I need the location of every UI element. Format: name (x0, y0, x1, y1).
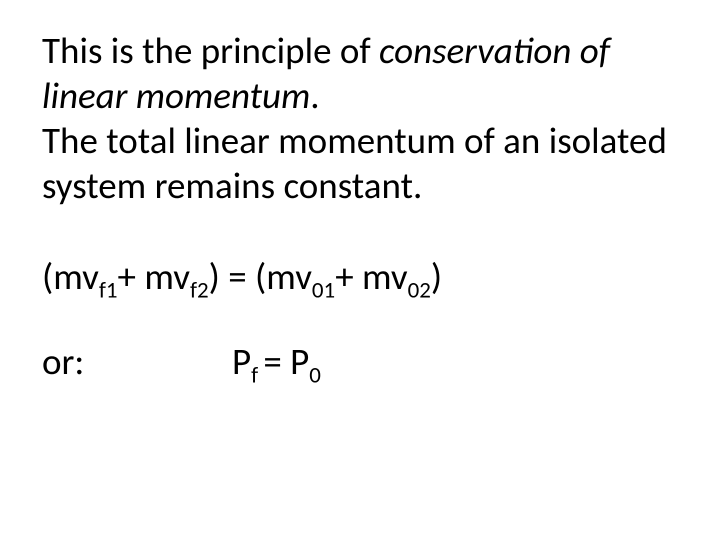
short-equation: Pf = P0 (232, 339, 321, 384)
eq-t2: mv (144, 254, 190, 299)
eq-t4: mv (362, 254, 408, 299)
principle-paragraph: This is the principle of conservation of… (42, 28, 678, 118)
eq-open1: ( (42, 254, 53, 299)
eq-plus1: + (118, 254, 145, 299)
eq-t3: mv (266, 254, 312, 299)
spacer-1 (42, 209, 678, 255)
eq-close2: ) (431, 254, 442, 299)
eq-s2: f2 (190, 276, 209, 304)
eq-open2: ( (255, 254, 266, 299)
eq-s3: 01 (312, 276, 335, 304)
eq-s4: 02 (408, 276, 431, 304)
eq-close1: ) (209, 254, 220, 299)
p0-sub: 0 (309, 361, 321, 389)
eq-s1: f1 (99, 276, 118, 304)
or-label: or: (42, 339, 232, 384)
eq-t1: mv (53, 254, 99, 299)
spacer-2 (42, 299, 678, 339)
slide-body: This is the principle of conservation of… (0, 0, 720, 540)
pf-sub: f (251, 361, 263, 389)
short-equation-row: or: Pf = P0 (42, 339, 678, 384)
definition-paragraph: The total linear momentum of an isolated… (42, 118, 678, 208)
eq-eq: = (220, 254, 255, 299)
momentum-equation: (mvf1+ mvf2) = (mv01+ mv02) (42, 255, 678, 299)
pf-eq: = (263, 339, 290, 384)
principle-pre: This is the principle of (42, 28, 379, 73)
eq-plus2: + (335, 254, 362, 299)
principle-post: . (310, 73, 319, 118)
pf-P: P (232, 339, 251, 384)
p0-P: P (290, 339, 309, 384)
